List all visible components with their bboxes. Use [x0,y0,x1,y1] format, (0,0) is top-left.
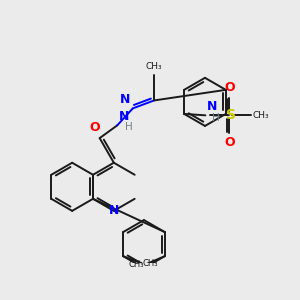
Text: N: N [118,110,129,123]
Text: O: O [224,136,235,149]
Text: H: H [212,113,219,123]
Text: O: O [224,81,235,94]
Text: CH₃: CH₃ [128,260,144,269]
Text: CH₃: CH₃ [252,111,269,120]
Text: H: H [125,122,133,132]
Text: O: O [89,121,100,134]
Text: N: N [206,100,217,113]
Text: N: N [109,204,119,218]
Text: N: N [120,93,130,106]
Text: CH₃: CH₃ [146,62,162,71]
Text: S: S [226,108,236,122]
Text: CH₃: CH₃ [143,259,158,268]
